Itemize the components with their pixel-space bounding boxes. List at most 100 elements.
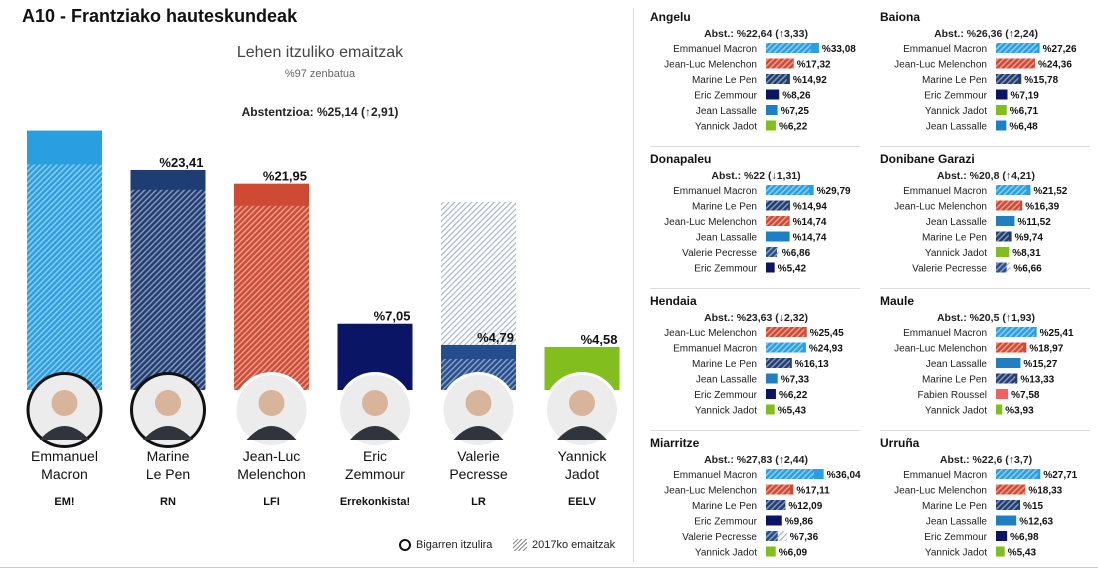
bar-2017 <box>766 469 814 479</box>
candidate-melenchon: %21,95 Jean-Luc Melenchon LFI <box>233 169 310 508</box>
bar-2017 <box>1006 262 1011 273</box>
candidate-last-name: Melenchon <box>237 466 306 482</box>
panel-divider <box>880 288 1090 289</box>
party-label: LR <box>471 496 486 508</box>
candidate-name: Jean Lassalle <box>926 517 988 528</box>
candidate-name: Yannick Jadot <box>925 106 987 117</box>
bar <box>766 262 775 273</box>
bar-2017 <box>996 185 1027 195</box>
value-label: %21,52 <box>1033 186 1067 197</box>
town-row: Valerie Pecresse %7,36 <box>682 531 819 543</box>
hatch-pattern-icon <box>513 539 527 551</box>
value-label: %15,78 <box>1024 75 1058 86</box>
shoulders-icon <box>246 426 297 440</box>
candidate-zemmour: %7,05 Eric Zemmour Errekonkista! <box>337 309 413 508</box>
candidate-name: Fabien Roussel <box>918 390 987 401</box>
bar <box>996 105 1007 115</box>
legend-2017-label: 2017ko emaitzak <box>532 539 616 551</box>
candidate-name: Marine Le Pen <box>922 375 987 386</box>
bar <box>996 531 1008 541</box>
bar <box>766 120 776 131</box>
candidate-name: Yannick Jadot <box>925 248 987 259</box>
shoulders-icon <box>143 426 193 440</box>
town-row: Jean Lassalle %15,27 <box>926 358 1058 370</box>
bar <box>766 247 777 257</box>
candidate-name: Marine Le Pen <box>692 501 757 512</box>
panel-divider <box>650 288 860 289</box>
candidate-name: Eric Zemmour <box>924 91 987 102</box>
party-label: EM! <box>54 496 74 508</box>
candidate-name: Jean Lassalle <box>696 233 758 244</box>
bar-2017 <box>996 58 1035 69</box>
town-name: Urruña <box>880 436 920 450</box>
value-label: %14,94 <box>793 202 827 213</box>
town-bar-chart: Emmanuel Macron %27,26 Jean-Luc Melenchon%… <box>894 43 1077 133</box>
value-label: %33,08 <box>822 44 856 55</box>
candidate-name: Yannick Jadot <box>695 406 757 417</box>
circle-icon <box>399 539 411 551</box>
town-bar-chart: Emmanuel Macron %25,41 Jean-Luc Melenchon%… <box>894 327 1074 417</box>
bar-2017 <box>766 358 790 368</box>
face-icon <box>362 390 388 416</box>
town-name: Hendaia <box>650 294 697 308</box>
candidate-name: Jean-Luc Melenchon <box>894 202 987 213</box>
town-bar-chart: Emmanuel Macron %36,04 Jean-Luc Melenchon%… <box>664 469 861 559</box>
party-label: LFI <box>263 496 280 508</box>
town-name: Miarritze <box>650 436 700 450</box>
bar-2017 <box>996 74 1019 84</box>
candidate-name: Valerie Pecresse <box>912 264 987 275</box>
candidate-le-pen: %23,41 Marine Le Pen RN <box>130 155 206 508</box>
candidate-pecresse: %4,79 Valerie Pecresse LR <box>440 202 517 508</box>
value-label: %23,41 <box>159 155 203 170</box>
bar <box>996 89 1008 100</box>
value-label: %14,92 <box>793 75 827 86</box>
value-label: %15,27 <box>1023 359 1057 370</box>
bar-2017 <box>996 469 1038 479</box>
value-label: %14,74 <box>793 233 827 244</box>
town-abstention: Abst.: %22 (↓1,31) <box>711 170 801 182</box>
shoulders-icon <box>39 426 90 440</box>
bar <box>996 515 1017 526</box>
party-label: EELV <box>568 496 597 508</box>
value-label: %6,66 <box>1013 264 1042 275</box>
bar-2017 <box>996 342 1024 353</box>
candidate-name: Marine Le Pen <box>922 75 987 86</box>
town-row: Marine Le Pen %14,94 <box>692 200 827 213</box>
candidate-name: Emmanuel Macron <box>903 470 987 481</box>
town-row: Emmanuel Macron %36,04 <box>673 469 861 481</box>
candidate-name: Yannick Jadot <box>695 548 757 559</box>
candidate-name: Emmanuel Macron <box>673 470 757 481</box>
legend-2017: 2017ko emaitzak <box>513 539 615 551</box>
face-icon <box>155 390 181 416</box>
town-row: Jean Lassalle %11,52 <box>926 216 1051 228</box>
bar <box>996 389 1009 399</box>
bar <box>996 247 1010 257</box>
candidate-last-name: Macron <box>41 466 88 482</box>
bar-2017 <box>766 500 786 510</box>
town-row: Emmanuel Macron %24,93 <box>673 342 843 355</box>
value-label: %25,45 <box>810 328 844 339</box>
town-row: Emmanuel Macron %27,71 <box>903 469 1078 481</box>
value-label: %16,13 <box>795 359 829 370</box>
town-row: Eric Zemmour %9,86 <box>694 515 814 528</box>
candidate-name: Emmanuel Macron <box>903 44 987 55</box>
bar-2017 <box>776 247 779 257</box>
candidate-name: Emmanuel Macron <box>673 186 757 197</box>
candidate-name: Emmanuel Macron <box>903 186 987 197</box>
value-label: %5,43 <box>1008 548 1037 559</box>
value-label: %27,71 <box>1043 470 1077 481</box>
bar-2017 <box>766 200 789 211</box>
town-name: Donibane Garazi <box>880 152 975 166</box>
town-bar-chart: Emmanuel Macron %21,52 Jean-Luc Melenchon%… <box>894 185 1068 275</box>
value-label: %5,43 <box>778 406 807 417</box>
value-label: %11,52 <box>1017 217 1051 228</box>
town-row: Jean-Luc Melenchon %17,32 <box>664 58 831 71</box>
bar-2017-2 <box>234 205 309 390</box>
town-panel: Miarritze Abst.: %27,83 (↑2,44) Emmanuel M… <box>650 436 862 559</box>
shoulders-icon <box>453 426 504 440</box>
town-row: Valerie Pecresse %6,66 <box>912 262 1042 275</box>
candidate-name: Jean Lassalle <box>926 122 988 133</box>
candidate-first-name: Eric <box>363 448 387 464</box>
value-label: %9,74 <box>1015 233 1044 244</box>
value-label: %16,39 <box>1025 202 1059 213</box>
